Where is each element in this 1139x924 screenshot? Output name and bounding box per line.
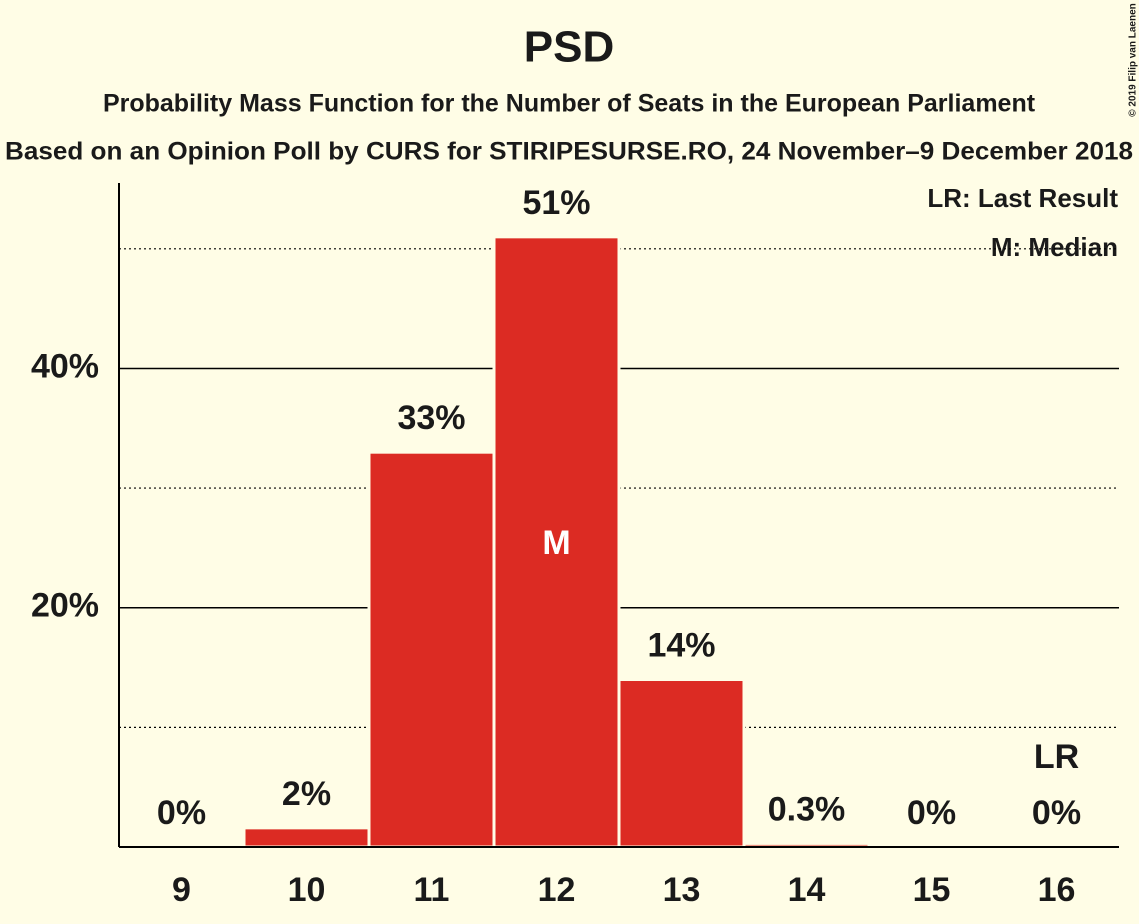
x-tick-label: 15 [913, 871, 951, 909]
x-tick-label: 10 [288, 871, 326, 909]
bar [492, 235, 621, 849]
bar [367, 450, 496, 849]
bar [617, 678, 746, 849]
value-label: 0% [1032, 794, 1081, 832]
bar [242, 826, 371, 849]
legend-entry: LR: Last Result [927, 183, 1118, 213]
value-label: 0% [157, 794, 206, 832]
x-tick-label: 11 [414, 871, 450, 909]
value-label: 0% [907, 794, 956, 832]
y-tick-label: 20% [31, 587, 99, 625]
chart-subtitle: Probability Mass Function for the Number… [103, 90, 1036, 118]
legend-entry: M: Median [991, 232, 1118, 262]
x-tick-label: 12 [538, 871, 576, 909]
value-label: 0.3% [768, 790, 846, 828]
value-label: 2% [282, 775, 331, 813]
x-tick-label: 16 [1038, 871, 1076, 909]
chart-title: PSD [524, 23, 614, 72]
value-label: 51% [522, 184, 590, 222]
x-tick-label: 13 [663, 871, 701, 909]
chart-subtitle: Based on an Opinion Poll by CURS for STI… [5, 138, 1133, 166]
y-tick-label: 40% [31, 347, 99, 385]
value-label: 14% [647, 626, 715, 664]
x-tick-label: 14 [788, 871, 826, 909]
median-marker: M [542, 524, 570, 562]
copyright: © 2019 Filip van Laenen [1128, 3, 1139, 117]
value-label: 33% [397, 399, 465, 437]
last-result-marker: LR [1034, 738, 1079, 776]
x-tick-label: 9 [172, 871, 191, 909]
